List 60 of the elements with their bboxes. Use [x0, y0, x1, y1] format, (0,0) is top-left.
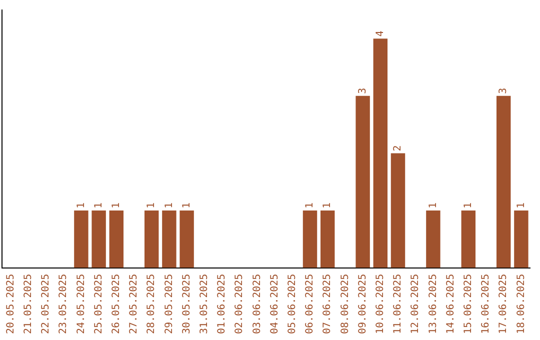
- data-label: 1: [322, 202, 334, 209]
- bar: [74, 210, 88, 268]
- x-tick-label: 27.05.2025: [128, 274, 140, 334]
- x-tick-label: 31.05.2025: [198, 274, 210, 334]
- data-label: 1: [164, 202, 175, 209]
- x-tick-label: 16.06.2025: [480, 274, 492, 334]
- bar: [320, 210, 335, 268]
- bar: [426, 210, 440, 268]
- bar: [109, 210, 124, 268]
- x-tick-label: 07.06.2025: [322, 274, 334, 334]
- data-label: 1: [146, 202, 158, 209]
- x-tick-label: 30.05.2025: [181, 274, 192, 334]
- x-tick-label: 24.05.2025: [76, 274, 87, 334]
- x-tick-label: 12.06.2025: [410, 274, 422, 334]
- x-tick-label: 26.05.2025: [110, 274, 122, 334]
- bar: [180, 210, 194, 268]
- bar: [92, 210, 106, 268]
- x-tick-label: 15.06.2025: [462, 274, 474, 334]
- x-tick-label: 29.05.2025: [164, 274, 175, 334]
- bar: [373, 38, 388, 268]
- data-label: 4: [374, 30, 386, 37]
- data-label: 1: [110, 202, 122, 209]
- x-tick-label: 03.06.2025: [252, 274, 263, 334]
- bar: [144, 210, 159, 268]
- data-label: 1: [516, 202, 527, 209]
- x-tick-label: 23.05.2025: [58, 274, 70, 334]
- x-tick-label: 28.05.2025: [146, 274, 158, 334]
- bar: [302, 210, 318, 268]
- x-tick-label: 20.05.2025: [5, 274, 16, 334]
- bar: [461, 210, 476, 268]
- x-tick-label: 14.06.2025: [445, 274, 456, 334]
- bar: [356, 96, 370, 268]
- x-tick-label: 04.06.2025: [269, 274, 280, 334]
- x-tick-label: 09.06.2025: [357, 274, 368, 334]
- data-label: 1: [181, 202, 192, 209]
- data-label: 3: [357, 88, 368, 94]
- bar: [496, 96, 511, 268]
- data-label: 1: [462, 202, 474, 209]
- x-tick-label: 18.06.2025: [516, 274, 527, 334]
- x-tick-label: 21.05.2025: [22, 274, 34, 334]
- x-tick-label: 06.06.2025: [304, 274, 316, 334]
- x-tick-label: 25.05.2025: [93, 274, 104, 334]
- x-tick-label: 10.06.2025: [374, 274, 386, 334]
- bar: [162, 210, 176, 268]
- x-tick-label: 02.06.2025: [234, 274, 246, 334]
- data-label: 3: [498, 88, 510, 94]
- data-label: 1: [428, 202, 439, 209]
- x-tick-label: 05.06.2025: [286, 274, 298, 334]
- x-tick-label: 22.05.2025: [40, 274, 52, 334]
- bar: [514, 210, 528, 268]
- data-label: 1: [304, 202, 316, 209]
- x-tick-label: 17.06.2025: [498, 274, 510, 334]
- x-tick-label: 11.06.2025: [392, 274, 404, 334]
- x-tick-label: 01.06.2025: [216, 274, 228, 334]
- data-label: 2: [392, 145, 404, 152]
- data-label: 1: [76, 202, 87, 209]
- x-tick-label: 08.06.2025: [340, 274, 351, 334]
- data-label: 1: [93, 202, 104, 209]
- bar: [390, 153, 406, 268]
- x-tick-label: 13.06.2025: [428, 274, 439, 334]
